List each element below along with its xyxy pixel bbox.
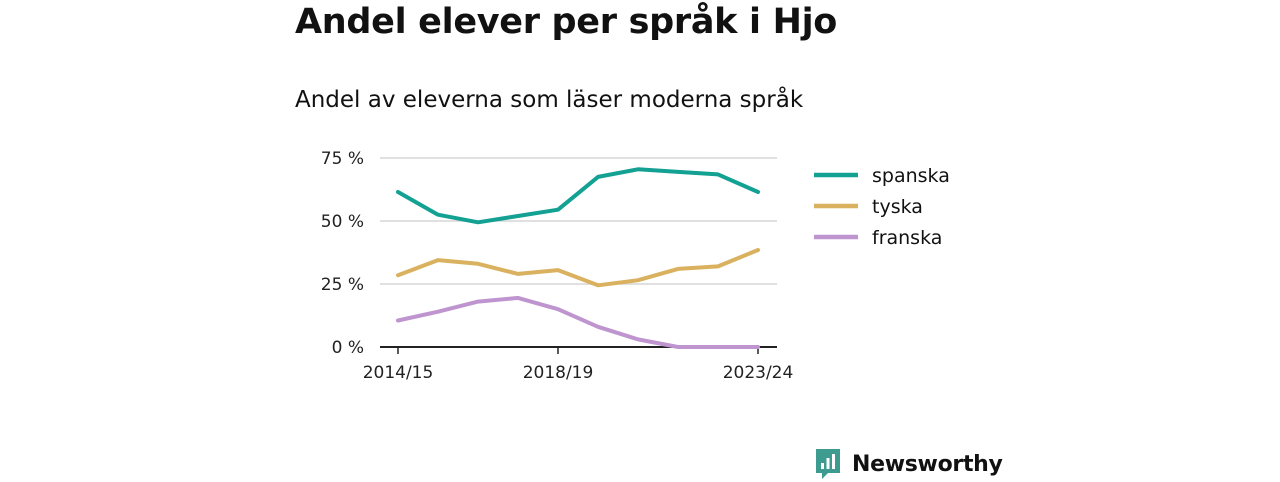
x-tick-label: 2023/24 bbox=[723, 363, 794, 383]
series-line-tyska bbox=[396, 248, 760, 288]
y-tick-label: 75 % bbox=[321, 149, 364, 169]
legend-label-franska: franska bbox=[872, 227, 942, 249]
newsworthy-logo: Newsworthy bbox=[814, 446, 1003, 482]
legend-label-tyska: tyska bbox=[872, 196, 923, 218]
x-tick-label: 2018/19 bbox=[523, 363, 594, 383]
chart-subtitle: Andel av eleverna som läser moderna språ… bbox=[295, 87, 804, 113]
series-line-franska bbox=[396, 295, 760, 349]
newsworthy-logo-text: Newsworthy bbox=[852, 451, 1003, 477]
y-tick-label: 25 % bbox=[321, 275, 364, 295]
y-tick-label: 50 % bbox=[321, 212, 364, 232]
chart-title: Andel elever per språk i Hjo bbox=[295, 2, 838, 42]
series-lines bbox=[396, 167, 760, 349]
legend-label-spanska: spanska bbox=[872, 165, 950, 187]
grid-lines bbox=[380, 157, 777, 285]
newsworthy-logo-icon bbox=[816, 449, 840, 479]
x-tick-label: 2014/15 bbox=[363, 363, 434, 383]
legend: spanska tyska franska bbox=[814, 165, 950, 249]
series-line-spanska bbox=[396, 167, 760, 225]
y-tick-label: 0 % bbox=[332, 338, 364, 358]
